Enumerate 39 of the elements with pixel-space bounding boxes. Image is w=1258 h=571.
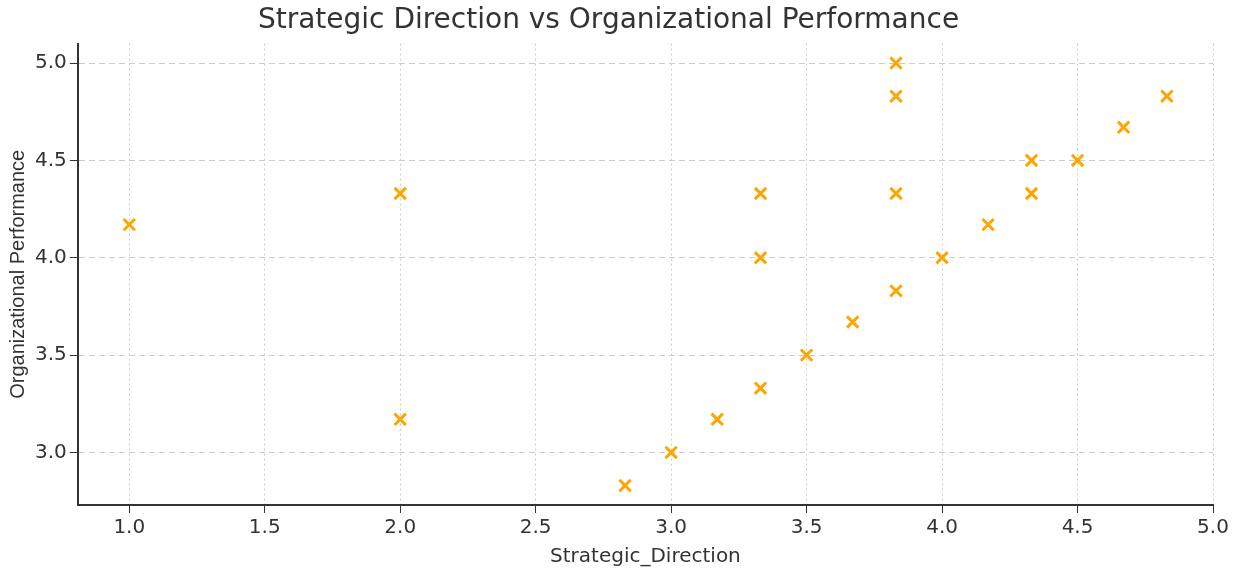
y-tick-label: 3.5: [34, 341, 67, 366]
x-tick-label: 4.0: [926, 514, 958, 539]
point: [934, 250, 950, 265]
y-axis-title: Organizational Performance: [5, 149, 28, 399]
point: [845, 314, 860, 330]
y-tick-label: 4.0: [34, 243, 67, 268]
x-tick-label: 1.0: [113, 514, 146, 539]
x-axis-title: Strategic_Direction: [550, 543, 741, 568]
x-tick-label: 3.5: [790, 514, 823, 539]
point: [1159, 89, 1175, 104]
point: [1116, 120, 1131, 135]
y-tick-label: 3.0: [34, 438, 67, 463]
x-tick-label: 3.0: [655, 514, 688, 539]
point: [122, 217, 137, 232]
point: [888, 186, 904, 201]
point: [393, 412, 408, 427]
point: [888, 283, 904, 299]
point: [753, 186, 768, 201]
point: [888, 89, 904, 104]
point: [617, 478, 633, 493]
point: [799, 347, 814, 363]
point: [710, 412, 725, 427]
x-tick-label: 1.5: [248, 514, 281, 539]
point: [753, 250, 768, 265]
point: [393, 186, 408, 201]
chart-title: Strategic Direction vs Organizational Performance: [257, 2, 960, 36]
x-tick-label: 5.0: [1197, 514, 1229, 539]
x-tick-label: 2.0: [384, 514, 417, 539]
y-tick-label: 5.0: [34, 49, 67, 74]
point: [980, 217, 996, 232]
point: [1070, 153, 1085, 168]
point: [888, 55, 904, 71]
y-tick-label: 4.5: [34, 146, 67, 171]
x-tick-label: 2.5: [519, 514, 552, 539]
point: [753, 381, 768, 396]
x-tick-label: 4.5: [1061, 514, 1094, 539]
point: [663, 445, 679, 460]
point: [1024, 153, 1039, 168]
point: [1024, 186, 1039, 201]
